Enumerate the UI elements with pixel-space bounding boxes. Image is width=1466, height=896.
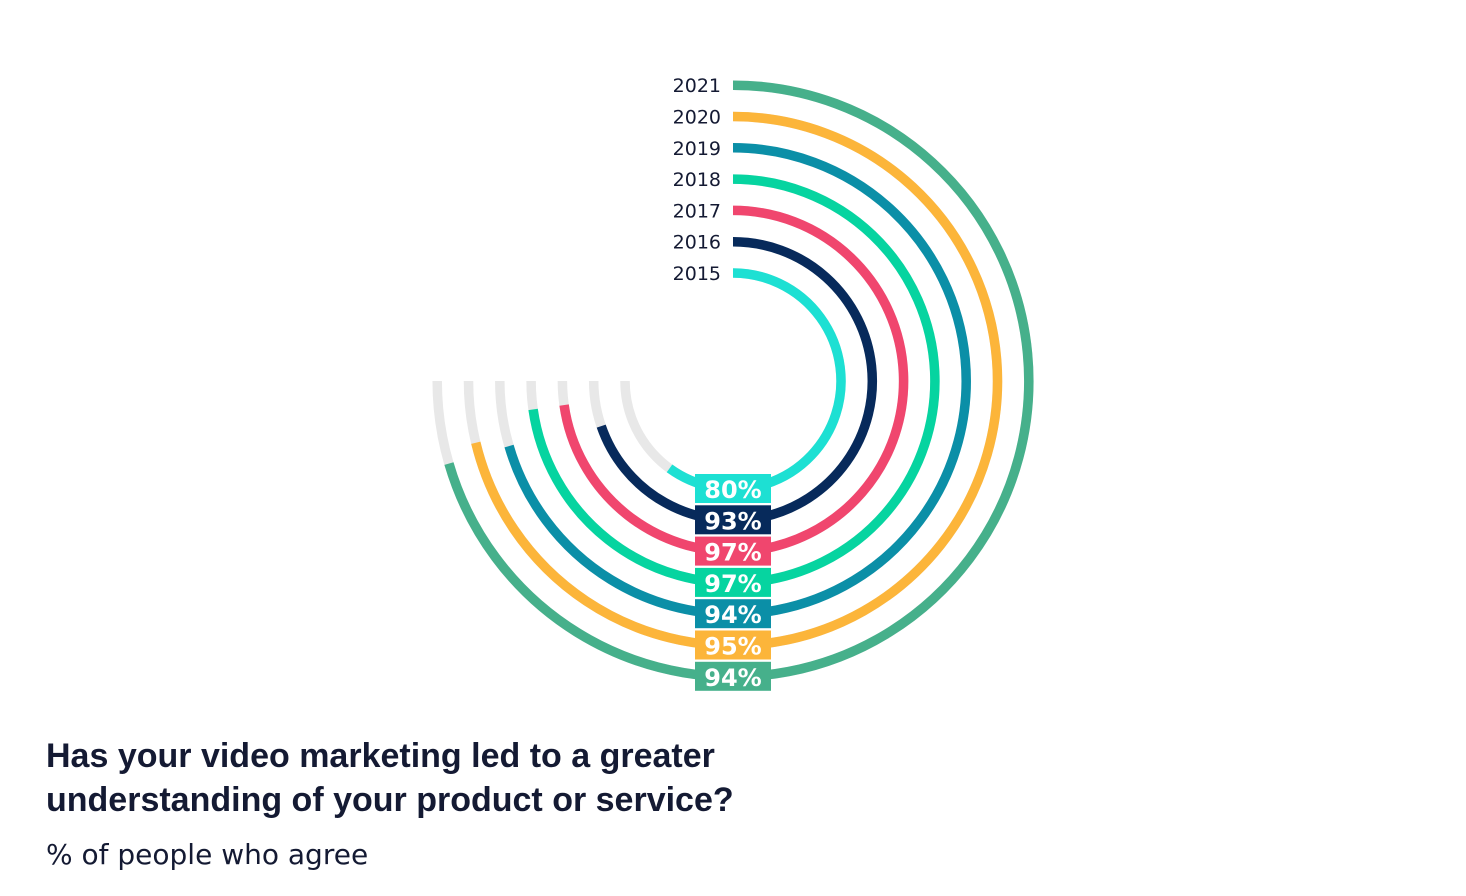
value-label-2017: 97% xyxy=(704,539,761,567)
value-badge-2019: 94% xyxy=(695,599,771,629)
year-label-2016: 2016 xyxy=(673,232,721,254)
value-badge-2021: 94% xyxy=(695,661,771,692)
chart-title-line-1: Has your video marketing led to a greate… xyxy=(46,737,715,775)
value-badge-2017: 97% xyxy=(695,536,771,567)
year-label-2018: 2018 xyxy=(673,169,721,191)
value-label-2015: 80% xyxy=(704,476,761,504)
arc-2018 xyxy=(528,174,940,588)
value-badge-2015: 80% xyxy=(695,474,771,504)
arc-2020 xyxy=(471,111,1003,651)
value-label-2019: 94% xyxy=(704,601,761,629)
year-label-2019: 2019 xyxy=(673,138,721,160)
arc-2016 xyxy=(596,236,877,526)
value-badge-bg-2015 xyxy=(695,474,771,503)
value-badge-bg-2020 xyxy=(695,630,771,660)
chart-title-line-2: understanding of your product or service… xyxy=(46,781,734,819)
arc-2021 xyxy=(444,80,1034,682)
value-label-2020: 95% xyxy=(704,633,761,661)
value-badge-bg-2018 xyxy=(695,567,771,597)
value-badge-2018: 97% xyxy=(695,567,771,598)
year-label-2020: 2020 xyxy=(673,107,721,129)
year-label-2021: 2021 xyxy=(673,75,721,97)
chart-subtitle: % of people who agree xyxy=(46,838,369,871)
value-label-2018: 97% xyxy=(704,570,761,598)
arc-2017 xyxy=(559,205,909,557)
value-badge-2016: 93% xyxy=(695,505,771,535)
value-badge-bg-2016 xyxy=(695,505,771,535)
value-badge-2020: 95% xyxy=(695,630,771,661)
year-label-2017: 2017 xyxy=(673,200,721,222)
arc-2019 xyxy=(504,143,971,619)
year-label-2015: 2015 xyxy=(673,263,721,285)
chart-title: Has your video marketing led to a greate… xyxy=(46,734,946,822)
radial-bar-chart: 2015 2016 2017 2018 2019 2020 2021 80% 93% 97% 97%… xyxy=(432,75,1034,692)
value-badge-bg-2017 xyxy=(695,536,771,566)
value-label-2016: 93% xyxy=(704,507,761,535)
value-badge-bg-2021 xyxy=(695,661,771,691)
value-badge-bg-2019 xyxy=(695,599,771,629)
value-label-2021: 94% xyxy=(704,664,761,692)
arc-2015 xyxy=(666,268,846,494)
